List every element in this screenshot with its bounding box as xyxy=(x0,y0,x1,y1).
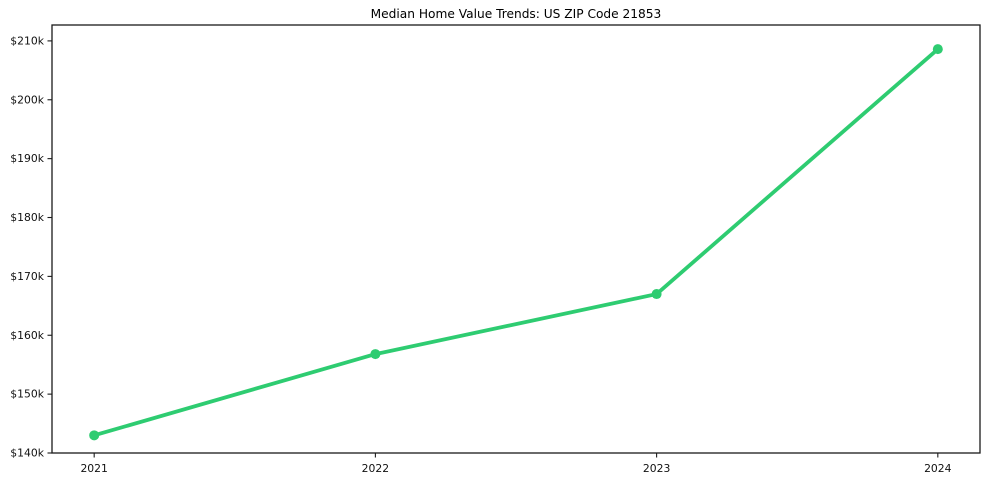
plot-area xyxy=(52,25,980,453)
x-axis: 2021 2022 2023 2024 xyxy=(80,453,952,475)
y-tick-label: $200k xyxy=(10,93,44,106)
data-point-marker xyxy=(932,44,943,55)
data-point-marker xyxy=(370,349,381,360)
data-point-marker xyxy=(651,289,662,300)
plot-background xyxy=(52,25,980,453)
y-tick-label: $140k xyxy=(10,447,44,460)
x-tick-label: 2021 xyxy=(80,462,107,475)
plot-border xyxy=(51,24,981,454)
y-tick-label: $160k xyxy=(10,329,44,342)
series-group xyxy=(89,44,943,441)
data-point-marker xyxy=(89,430,100,441)
y-tick-label: $180k xyxy=(10,211,44,224)
plot-border-group xyxy=(51,24,981,454)
series-line xyxy=(92,47,940,438)
x-tick-label: 2024 xyxy=(924,462,952,475)
x-tick-label: 2022 xyxy=(362,462,389,475)
y-tick-label: $190k xyxy=(10,152,44,165)
y-tick-label: $210k xyxy=(10,34,44,47)
y-tick-label: $170k xyxy=(10,270,44,283)
y-tick-label: $150k xyxy=(10,388,44,401)
x-tick-label: 2023 xyxy=(643,462,670,475)
chart-title: Median Home Value Trends: US ZIP Code 21… xyxy=(371,7,662,21)
y-axis: $140k $150k $160k $170k $180k $190k $200k $210k xyxy=(10,34,52,460)
